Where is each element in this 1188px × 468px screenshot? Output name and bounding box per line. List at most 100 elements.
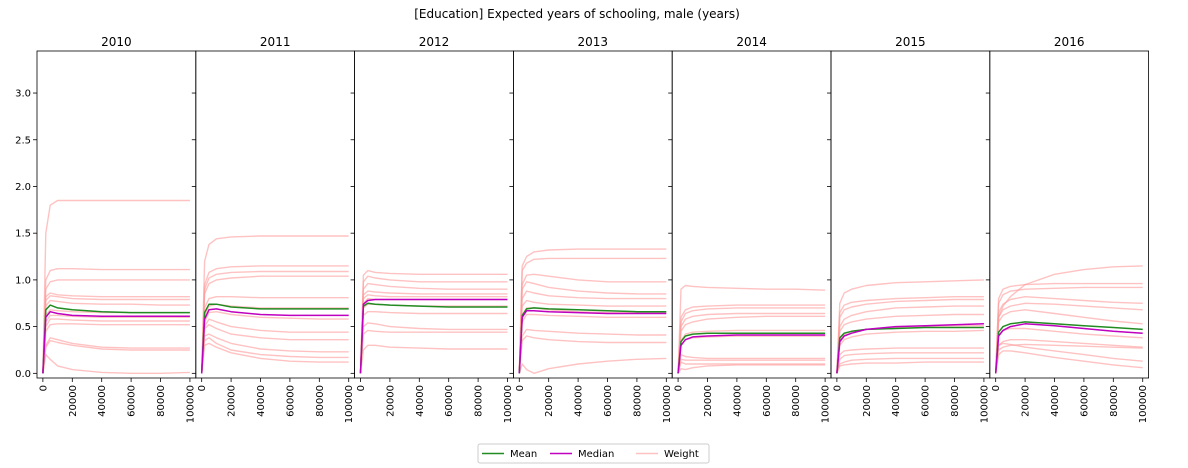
panel-2012: 2012 0 20000 40000 60000 80000 100000 [350, 35, 514, 423]
weight-line [359, 294, 508, 374]
weight-line [201, 235, 349, 374]
chart-title: [Education] Expected years of schooling,… [414, 7, 740, 21]
x-tick-label: 40000 [415, 385, 426, 417]
weight-line [359, 297, 508, 374]
panel-frame [671, 50, 832, 379]
weight-line [518, 313, 667, 374]
weight-line [359, 282, 508, 374]
weight-line [677, 358, 826, 374]
panel-title: 2010 [101, 35, 132, 49]
x-tick-label: 80000 [315, 385, 326, 417]
x-tick-label: 40000 [256, 385, 267, 417]
weight-line [42, 292, 190, 374]
panel-data [836, 279, 984, 374]
legend: Mean Median Weight [477, 443, 710, 464]
weight-line [836, 347, 984, 374]
weight-line [359, 290, 508, 374]
weight-line [677, 315, 826, 374]
weight-line [677, 361, 826, 374]
weight-line [201, 311, 349, 374]
x-tick-label: 80000 [950, 385, 961, 417]
panel-data [677, 284, 826, 374]
panel-data [42, 199, 190, 374]
x-tick-label: 20000 [862, 385, 873, 417]
panel-2010: 2010 0.0 0.5 1.0 1.5 2.0 2.5 3.0 0 20000 40000 6000… [15, 35, 196, 423]
weight-line [836, 352, 984, 374]
weight-line [677, 307, 826, 374]
x-tick-label: 40000 [1050, 385, 1061, 417]
weight-line [201, 337, 349, 374]
weight-line [359, 322, 508, 374]
weight-line [995, 342, 1143, 374]
x-tick-label: 0 [197, 385, 208, 391]
x-tick-label: 100000 [1138, 385, 1149, 423]
panel-title: 2011 [260, 35, 291, 49]
mean-line [994, 321, 1143, 374]
weight-line [359, 344, 508, 374]
weight-line [995, 286, 1143, 374]
weight-line [836, 361, 984, 374]
weight-line [836, 357, 984, 374]
weight-line [42, 314, 190, 374]
x-tick-label: 0 [515, 385, 526, 391]
weight-line [518, 248, 667, 374]
x-tick-label: 80000 [474, 385, 485, 417]
weight-line [836, 305, 984, 374]
panel-data [994, 265, 1143, 374]
x-tick-label: 100000 [662, 385, 673, 423]
y-tick-label: 1.5 [15, 229, 31, 240]
weight-line [677, 364, 826, 374]
median-line [42, 310, 190, 374]
weight-line [677, 329, 826, 374]
weight-line [995, 296, 1143, 374]
legend-frame [477, 443, 710, 464]
x-tick-label: 20000 [227, 385, 238, 417]
weight-line [201, 265, 349, 374]
y-tick-label: 1.0 [15, 275, 31, 286]
x-tick-label: 40000 [891, 385, 902, 417]
weight-line [518, 281, 667, 374]
median-line [359, 298, 508, 374]
x-tick-label: 40000 [574, 385, 585, 417]
panel-title: 2015 [895, 35, 926, 49]
y-tick-label: 2.5 [15, 135, 31, 146]
chart-panels: 2010 0.0 0.5 1.0 1.5 2.0 2.5 3.0 0 20000 40000 6000… [15, 35, 1149, 423]
weight-line [518, 257, 667, 374]
y-tick-label: 2.0 [15, 182, 31, 193]
legend-mean-label: Mean [510, 449, 537, 460]
weight-line [836, 279, 984, 374]
x-tick-label: 80000 [791, 385, 802, 417]
weight-line [995, 309, 1143, 374]
panel-title: 2016 [1054, 35, 1085, 49]
x-tick-label: 0 [356, 385, 367, 391]
weight-line [836, 329, 984, 374]
weight-line [42, 279, 190, 374]
weight-line [677, 284, 826, 374]
x-tick-label: 20000 [68, 385, 79, 417]
panel-frame [989, 50, 1149, 379]
weight-line [42, 199, 190, 374]
weight-line [42, 318, 190, 374]
weight-line [677, 335, 826, 374]
x-tick-label: 0 [991, 385, 1002, 391]
weight-line [201, 303, 349, 374]
median-line [836, 323, 984, 374]
panel-2011: 2011 0 20000 40000 60000 80000 100000 [191, 35, 355, 423]
weight-line [201, 324, 349, 374]
panel-2015: 2015 0 20000 40000 60000 80000 100000 [827, 35, 990, 423]
weight-line [995, 265, 1143, 374]
median-line [994, 323, 1143, 374]
x-tick-label: 100000 [979, 385, 990, 423]
x-tick-label: 60000 [127, 385, 138, 417]
weight-line [42, 295, 190, 374]
mean-line [200, 303, 349, 374]
weight-line [518, 335, 667, 374]
median-line [677, 334, 826, 374]
x-tick-label: 60000 [444, 385, 455, 417]
weight-line [42, 337, 190, 374]
x-tick-label: 40000 [732, 385, 743, 417]
weight-line [42, 339, 190, 374]
mean-line [359, 302, 508, 374]
weight-line [677, 353, 826, 374]
